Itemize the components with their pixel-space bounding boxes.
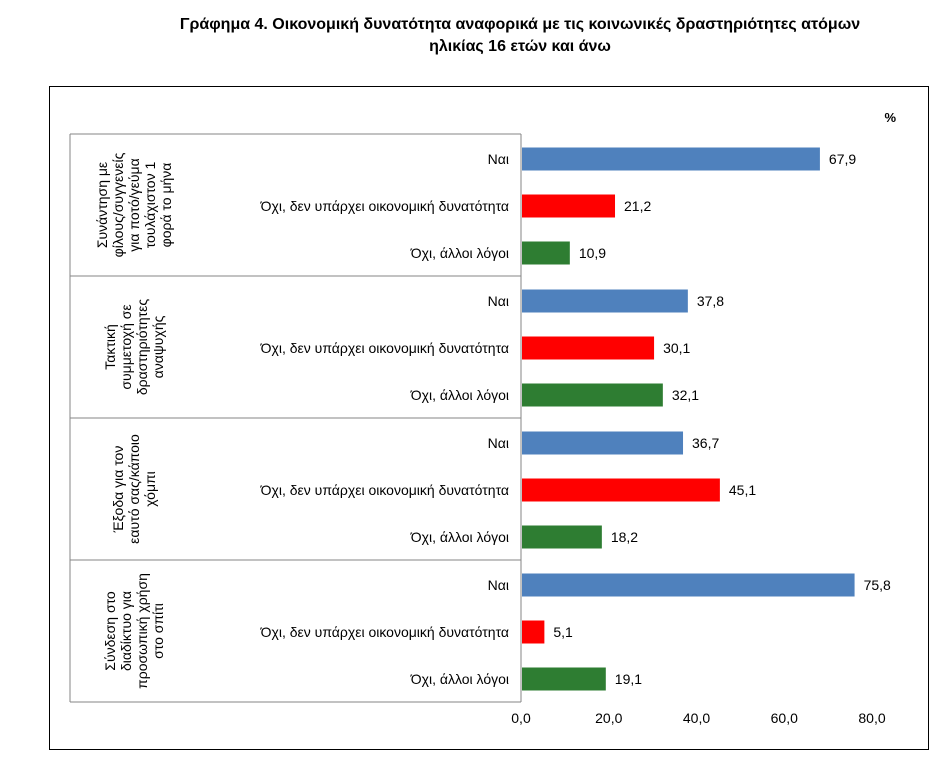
bar-value-label: 5,1	[553, 624, 573, 640]
group-label: Συνάντηση μεφίλους/συγγενείςγια ποτό/γεύ…	[94, 152, 174, 257]
bar-value-label: 67,9	[829, 151, 856, 167]
bar-no_other	[522, 667, 606, 691]
group-label-line: συμμετοχή σε	[118, 304, 134, 389]
bar-category-label: Όχι, δεν υπάρχει οικονομική δυνατότητα	[260, 198, 509, 214]
chart-title: Γράφημα 4. Οικονομική δυνατότητα αναφορι…	[90, 14, 950, 58]
group-label-line: χόμπι	[142, 471, 158, 507]
group-label-line: Τακτική	[102, 324, 118, 370]
x-tick-label: 80,0	[858, 710, 885, 726]
bar-yes	[522, 431, 684, 455]
bar-no_money	[522, 478, 720, 502]
group-label-line: για ποτό/γεύμα	[126, 158, 142, 251]
group-label: Σύνδεση στοδιαδίκτυο γιαπροσωπική χρήσησ…	[102, 573, 166, 689]
bar-no_money	[522, 194, 616, 218]
group-label-line: τουλάχιστον 1	[142, 162, 158, 249]
bar-value-label: 36,7	[692, 435, 719, 451]
bar-yes	[522, 573, 855, 597]
bar-no_other	[522, 383, 663, 407]
group-label: Έξοδα για τονεαυτό σας/κάποιοχόμπι	[110, 434, 158, 544]
bar-category-label: Ναι	[488, 435, 509, 451]
bar-category-label: Όχι, άλλοι λόγοι	[410, 245, 509, 261]
chart-title-line-2: ηλικίας 16 ετών και άνω	[429, 38, 611, 55]
group-label-line: προσωπική χρήση	[134, 573, 150, 689]
group-label-line: εαυτό σας/κάποιο	[126, 434, 142, 544]
bar-no_other	[522, 241, 570, 265]
bar-value-label: 10,9	[579, 245, 606, 261]
bar-value-label: 75,8	[864, 577, 891, 593]
x-tick-label: 20,0	[595, 710, 622, 726]
bar-category-label: Όχι, άλλοι λόγοι	[410, 671, 509, 687]
group-label-line: Σύνδεση στο	[102, 591, 118, 671]
bar-value-label: 32,1	[672, 387, 699, 403]
chart-title-line-1: Γράφημα 4. Οικονομική δυνατότητα αναφορι…	[179, 16, 861, 33]
group-label: Τακτικήσυμμετοχή σεδραστηριότητεςαναψυχή…	[102, 299, 166, 396]
bar-value-label: 18,2	[611, 529, 638, 545]
unit-label: %	[884, 110, 896, 125]
x-tick-label: 60,0	[771, 710, 798, 726]
bar-category-label: Ναι	[488, 577, 509, 593]
bar-yes	[522, 147, 820, 171]
x-tick-label: 0,0	[511, 710, 531, 726]
bar-no_money	[522, 336, 655, 360]
bar-value-label: 45,1	[729, 482, 756, 498]
group-label-line: αναψυχής	[150, 315, 166, 378]
group-label-line: φίλους/συγγενείς	[110, 152, 126, 257]
group-label-line: δραστηριότητες	[134, 299, 150, 396]
bar-category-label: Όχι, δεν υπάρχει οικονομική δυνατότητα	[260, 340, 509, 356]
bar-value-label: 37,8	[697, 293, 724, 309]
bar-category-label: Ναι	[488, 151, 509, 167]
group-label-line: στο σπίτι	[150, 603, 166, 659]
bar-yes	[522, 289, 688, 313]
bar-category-label: Όχι, άλλοι λόγοι	[410, 387, 509, 403]
bar-value-label: 21,2	[624, 198, 651, 214]
bar-category-label: Όχι, δεν υπάρχει οικονομική δυνατότητα	[260, 624, 509, 640]
bar-category-label: Όχι, δεν υπάρχει οικονομική δυνατότητα	[260, 482, 509, 498]
x-tick-label: 40,0	[683, 710, 710, 726]
group-label-line: Έξοδα για τον	[110, 446, 126, 534]
group-label-line: Συνάντηση με	[94, 162, 110, 248]
group-label-line: διαδίκτυο για	[118, 591, 134, 671]
bar-no_money	[522, 620, 545, 644]
bar-value-label: 19,1	[615, 671, 642, 687]
group-label-line: φορά το μήνα	[158, 163, 174, 248]
bar-category-label: Ναι	[488, 293, 509, 309]
bar-value-label: 30,1	[663, 340, 690, 356]
bar-category-label: Όχι, άλλοι λόγοι	[410, 529, 509, 545]
chart-frame	[49, 86, 929, 750]
bar-no_other	[522, 525, 602, 549]
